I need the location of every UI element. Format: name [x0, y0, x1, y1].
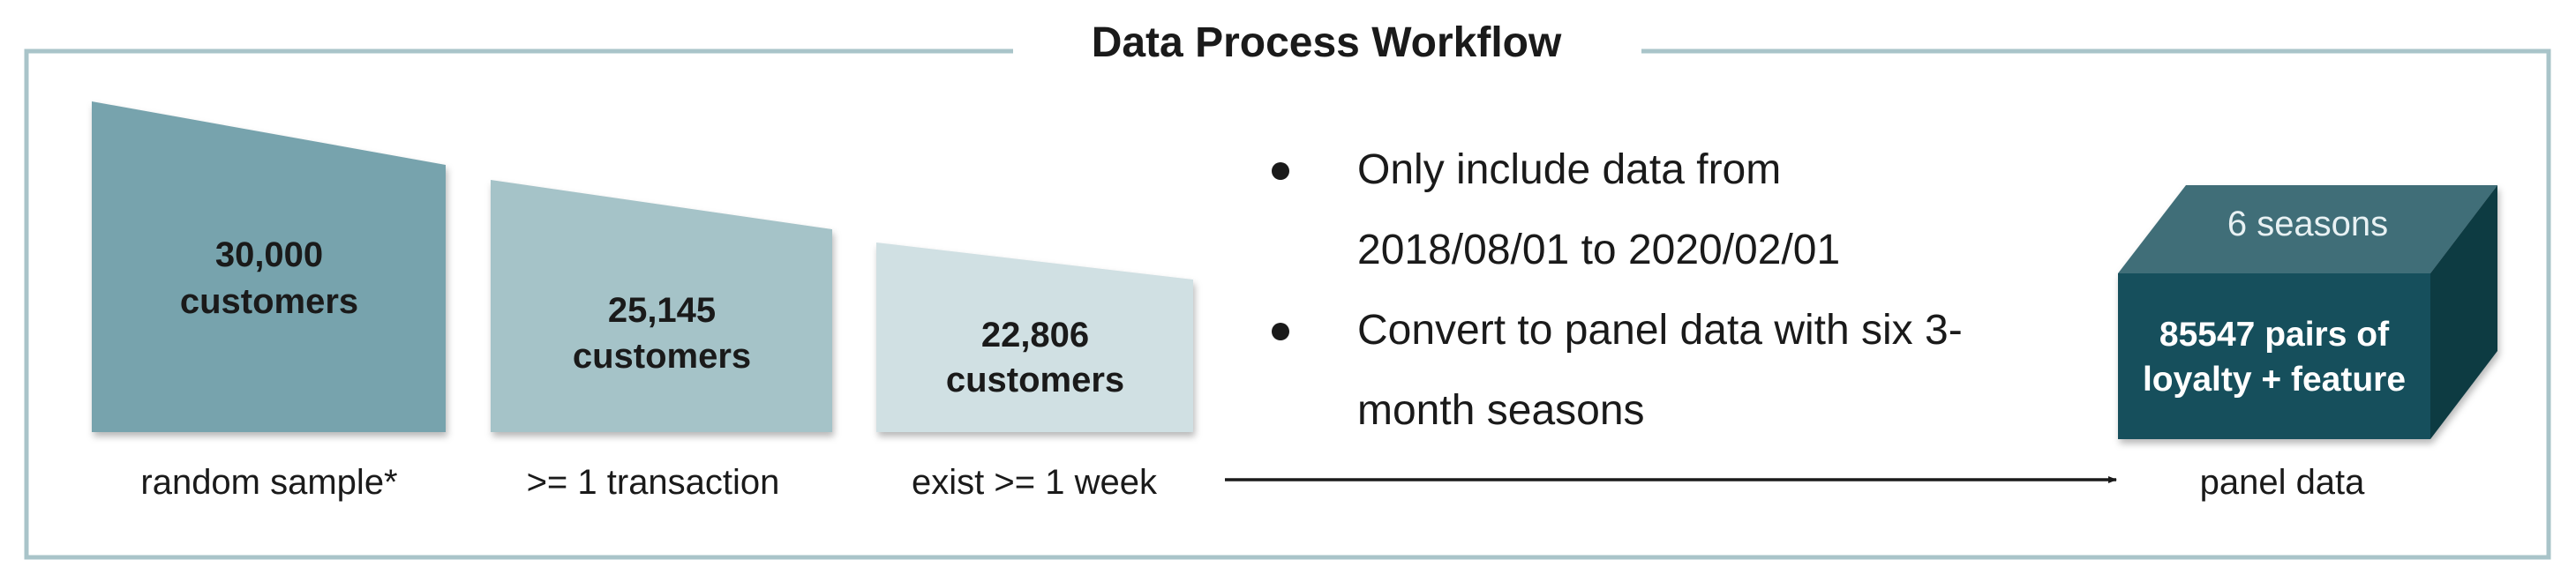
stage-1-unit: customers [180, 282, 358, 321]
stage-2-shape [491, 180, 832, 432]
stage-1-caption: random sample* [140, 463, 397, 502]
stage-2-caption: >= 1 transaction [527, 463, 780, 502]
stage-2-count: 25,145 [608, 291, 716, 330]
output-caption: panel data [2200, 463, 2366, 502]
stage-3-shape [876, 242, 1193, 432]
stage-exist-week: 22,806 customers exist >= 1 week [876, 242, 1193, 502]
stage-1-count: 30,000 [215, 235, 323, 274]
frame-border [24, 48, 2551, 560]
panel-data-cube [2118, 185, 2497, 439]
cube-front-line-2: loyalty + feature [2143, 361, 2406, 399]
cube-front-face [2118, 273, 2430, 439]
stage-random-sample: 30,000 customers random sample* [92, 101, 446, 502]
cube-front-line-1: 85547 pairs of [2159, 316, 2390, 354]
bullet-dot [1272, 323, 1289, 340]
note-2-line-1: Convert to panel data with six 3- [1357, 307, 1963, 354]
stage-transaction: 25,145 customers >= 1 transaction [491, 180, 832, 502]
cube-top-face [2118, 185, 2497, 273]
cube-top-label: 6 seasons [2227, 205, 2388, 243]
bullet-dot [1272, 162, 1289, 180]
note-1-line-1: Only include data from [1357, 146, 1781, 193]
stage-3-count: 22,806 [981, 316, 1089, 354]
stage-1-shape [92, 101, 446, 432]
cube-side-face [2430, 185, 2497, 439]
stage-3-unit: customers [946, 361, 1124, 399]
note-2-line-2: month seasons [1357, 387, 1645, 434]
note-1-line-2: 2018/08/01 to 2020/02/01 [1357, 227, 1840, 273]
notes-list: Only include data from 2018/08/01 to 202… [1272, 146, 1963, 434]
diagram-title: Data Process Workflow [1092, 19, 1562, 66]
stage-2-unit: customers [573, 337, 751, 376]
stage-3-caption: exist >= 1 week [912, 463, 1158, 502]
